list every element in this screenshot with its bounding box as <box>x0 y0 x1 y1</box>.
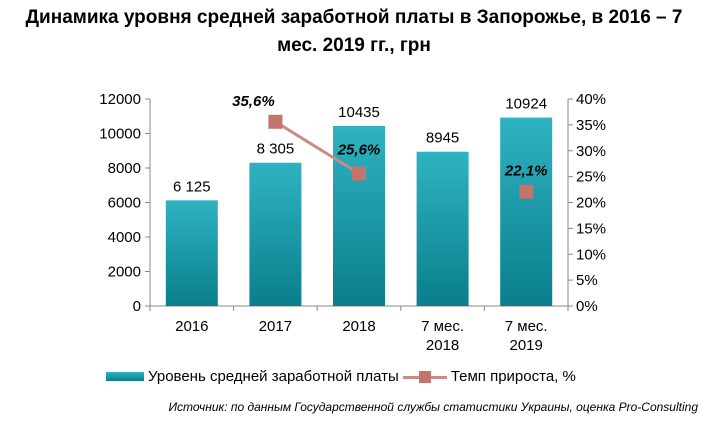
growth-value-label: 25,6% <box>337 142 381 159</box>
right-tick-label: 5% <box>576 272 598 289</box>
bar <box>249 162 302 306</box>
right-tick-label: 20% <box>576 195 606 212</box>
left-tick-label: 2000 <box>108 264 141 281</box>
x-tick-label: 7 мес. <box>421 318 464 335</box>
bar <box>333 125 385 306</box>
right-tick-label: 10% <box>576 246 606 263</box>
left-tick-label: 8000 <box>108 160 141 177</box>
bar-value-label: 10435 <box>338 104 380 121</box>
legend-item-wage: Уровень средней заработной платы <box>106 368 399 385</box>
bar <box>165 200 218 306</box>
x-tick-label: 2018 <box>426 337 459 354</box>
growth-marker <box>352 166 366 181</box>
bar-value-label: 6 125 <box>173 178 211 195</box>
right-tick-label: 40% <box>576 91 606 108</box>
bar-value-label: 8945 <box>426 130 459 147</box>
growth-line-segment <box>274 120 360 175</box>
bar <box>416 151 469 306</box>
left-tick-label: 0 <box>133 298 141 315</box>
right-tick-label: 30% <box>576 143 606 160</box>
growth-value-label: 35,6% <box>232 93 275 110</box>
left-tick-label: 6000 <box>108 195 141 212</box>
legend-label-wage: Уровень средней заработной платы <box>148 368 399 385</box>
chart-title-line-1: Динамика уровня средней заработной платы… <box>25 7 683 28</box>
bar-value-label: 8 305 <box>257 141 295 158</box>
left-tick-label: 10000 <box>99 126 141 143</box>
bar <box>500 117 553 306</box>
right-tick-label: 35% <box>576 117 606 134</box>
chart-title-line-2: мес. 2019 гг., грн <box>277 35 431 56</box>
x-tick-label: 2018 <box>342 318 375 335</box>
x-tick-label: 2019 <box>510 337 543 354</box>
bar-value-label: 10924 <box>505 96 547 113</box>
legend: Уровень средней заработной платы Темп пр… <box>106 368 576 385</box>
legend-line-swatch <box>402 370 447 384</box>
left-tick-label: 12000 <box>99 91 141 108</box>
right-tick-label: 25% <box>576 169 606 186</box>
x-tick-label: 2016 <box>175 318 208 335</box>
growth-value-label: 22,1% <box>504 163 548 180</box>
x-tick-label: 7 мес. <box>505 318 548 335</box>
left-tick-label: 4000 <box>108 229 141 246</box>
x-tick-label: 2017 <box>259 318 292 335</box>
legend-label-growth: Темп прироста, % <box>450 368 576 385</box>
chart-title: Динамика уровня средней заработной платы… <box>0 4 708 60</box>
right-tick-label: 0% <box>576 298 598 315</box>
legend-item-growth: Темп прироста, % <box>402 368 576 385</box>
source-note: Источник: по данным Государственной служ… <box>168 400 698 414</box>
growth-marker <box>268 114 283 129</box>
right-tick-label: 15% <box>576 220 606 237</box>
growth-marker <box>519 184 534 199</box>
legend-bar-swatch <box>106 372 144 381</box>
